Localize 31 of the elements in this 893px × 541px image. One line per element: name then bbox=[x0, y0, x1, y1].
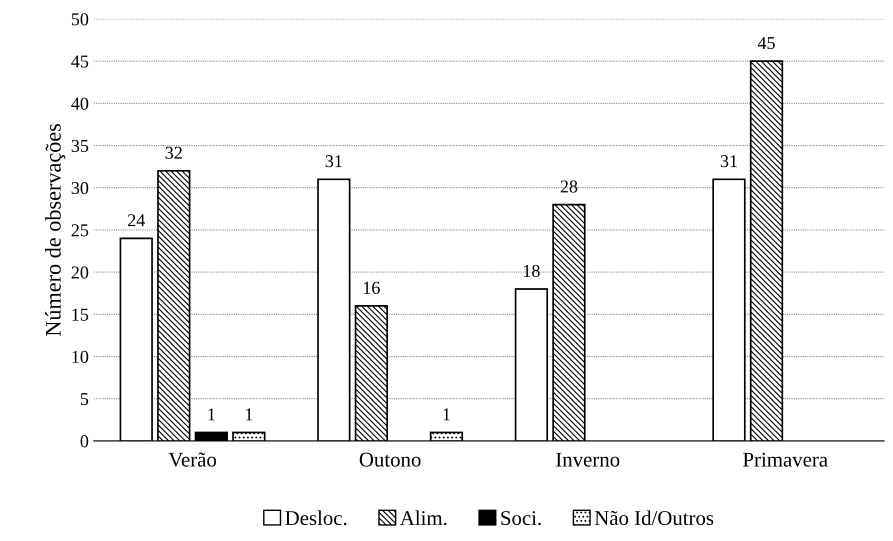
x-tick-label: Inverno bbox=[556, 452, 620, 467]
y-tick-label: 30 bbox=[72, 182, 88, 194]
y-tick-label: 0 bbox=[80, 435, 88, 448]
x-tick-label: Verão bbox=[168, 452, 216, 467]
data-label: 28 bbox=[560, 180, 578, 193]
legend-label: Alim. bbox=[400, 510, 446, 526]
data-label: 1 bbox=[444, 408, 450, 420]
y-tick-label: 45 bbox=[71, 56, 88, 68]
x-tick-label: Primavera bbox=[743, 452, 828, 467]
y-tick-label: 20 bbox=[72, 266, 88, 279]
y-tick-label: 40 bbox=[71, 98, 88, 110]
data-label: 16 bbox=[364, 282, 380, 294]
y-tick-label: 5 bbox=[80, 393, 88, 406]
data-label: 32 bbox=[166, 146, 182, 159]
data-label: 1 bbox=[246, 408, 252, 420]
data-label: 1 bbox=[208, 408, 215, 420]
legend-label: Desloc. bbox=[285, 510, 346, 526]
data-label: 31 bbox=[326, 155, 342, 168]
y-tick-label: 35 bbox=[72, 140, 88, 152]
data-label: 31 bbox=[720, 155, 737, 168]
data-label: 45 bbox=[758, 37, 775, 50]
legend-label: Soci. bbox=[501, 511, 541, 526]
y-tick-label: 10 bbox=[72, 350, 88, 363]
y-tick-label: 25 bbox=[72, 224, 88, 236]
data-label: 18 bbox=[524, 264, 540, 277]
y-tick-label: 15 bbox=[72, 308, 88, 321]
y-axis-title: Número de observações bbox=[45, 124, 66, 336]
x-tick-label: Outono bbox=[360, 452, 421, 467]
legend-label: Não Id/Outros bbox=[594, 510, 714, 526]
y-tick-label: 50 bbox=[72, 13, 88, 26]
data-label: 24 bbox=[128, 214, 145, 226]
